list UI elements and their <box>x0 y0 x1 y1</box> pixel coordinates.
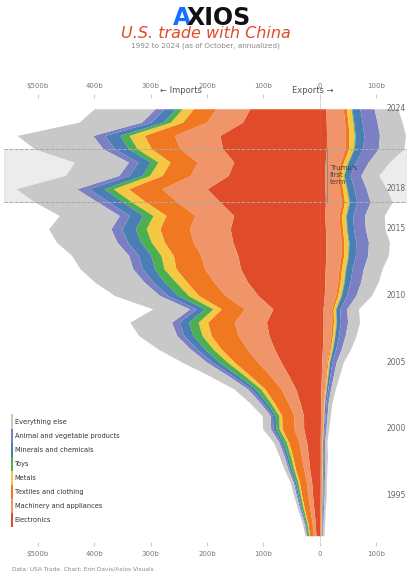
Text: Trump's
first
term: Trump's first term <box>330 166 357 185</box>
Text: ← Imports: ← Imports <box>160 85 202 95</box>
Bar <box>11 456 14 471</box>
Text: 2024: 2024 <box>386 104 406 113</box>
Text: Everything else: Everything else <box>14 419 66 425</box>
Text: Data: USA Trade. Chart: Erin Davis/Axios Visuals: Data: USA Trade. Chart: Erin Davis/Axios… <box>12 566 154 571</box>
Bar <box>11 443 14 457</box>
Bar <box>11 414 14 429</box>
Bar <box>11 499 14 513</box>
Bar <box>11 512 14 527</box>
Text: Textiles and clothing: Textiles and clothing <box>14 489 83 494</box>
Text: U.S. trade with China: U.S. trade with China <box>120 26 291 41</box>
Text: 1995: 1995 <box>386 491 406 500</box>
Text: 2000: 2000 <box>386 425 406 433</box>
Text: Metals: Metals <box>14 475 37 481</box>
Bar <box>11 484 14 499</box>
Text: A: A <box>173 6 191 30</box>
Text: 2010: 2010 <box>386 291 406 300</box>
Bar <box>11 428 14 443</box>
Text: 2015: 2015 <box>386 224 406 233</box>
Text: Exports →: Exports → <box>292 85 333 95</box>
Text: 1992 to 2024 (as of October, annualized): 1992 to 2024 (as of October, annualized) <box>131 43 280 49</box>
Text: Minerals and chemicals: Minerals and chemicals <box>14 447 93 452</box>
Text: Animal and vegetable products: Animal and vegetable products <box>14 433 119 439</box>
Text: Toys: Toys <box>14 460 29 467</box>
Text: 2018: 2018 <box>387 184 406 193</box>
Text: 2005: 2005 <box>386 358 406 367</box>
Text: XIOS: XIOS <box>187 6 251 30</box>
Text: Machinery and appliances: Machinery and appliances <box>14 503 102 509</box>
Text: Electronics: Electronics <box>14 516 51 523</box>
Bar <box>4 149 407 202</box>
Bar <box>11 470 14 485</box>
